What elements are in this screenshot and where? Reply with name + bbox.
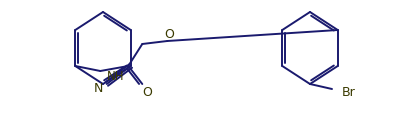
Text: O: O xyxy=(142,86,152,99)
Text: NH: NH xyxy=(107,70,125,83)
Text: N: N xyxy=(94,82,103,95)
Text: Br: Br xyxy=(342,86,356,99)
Text: O: O xyxy=(164,28,174,41)
